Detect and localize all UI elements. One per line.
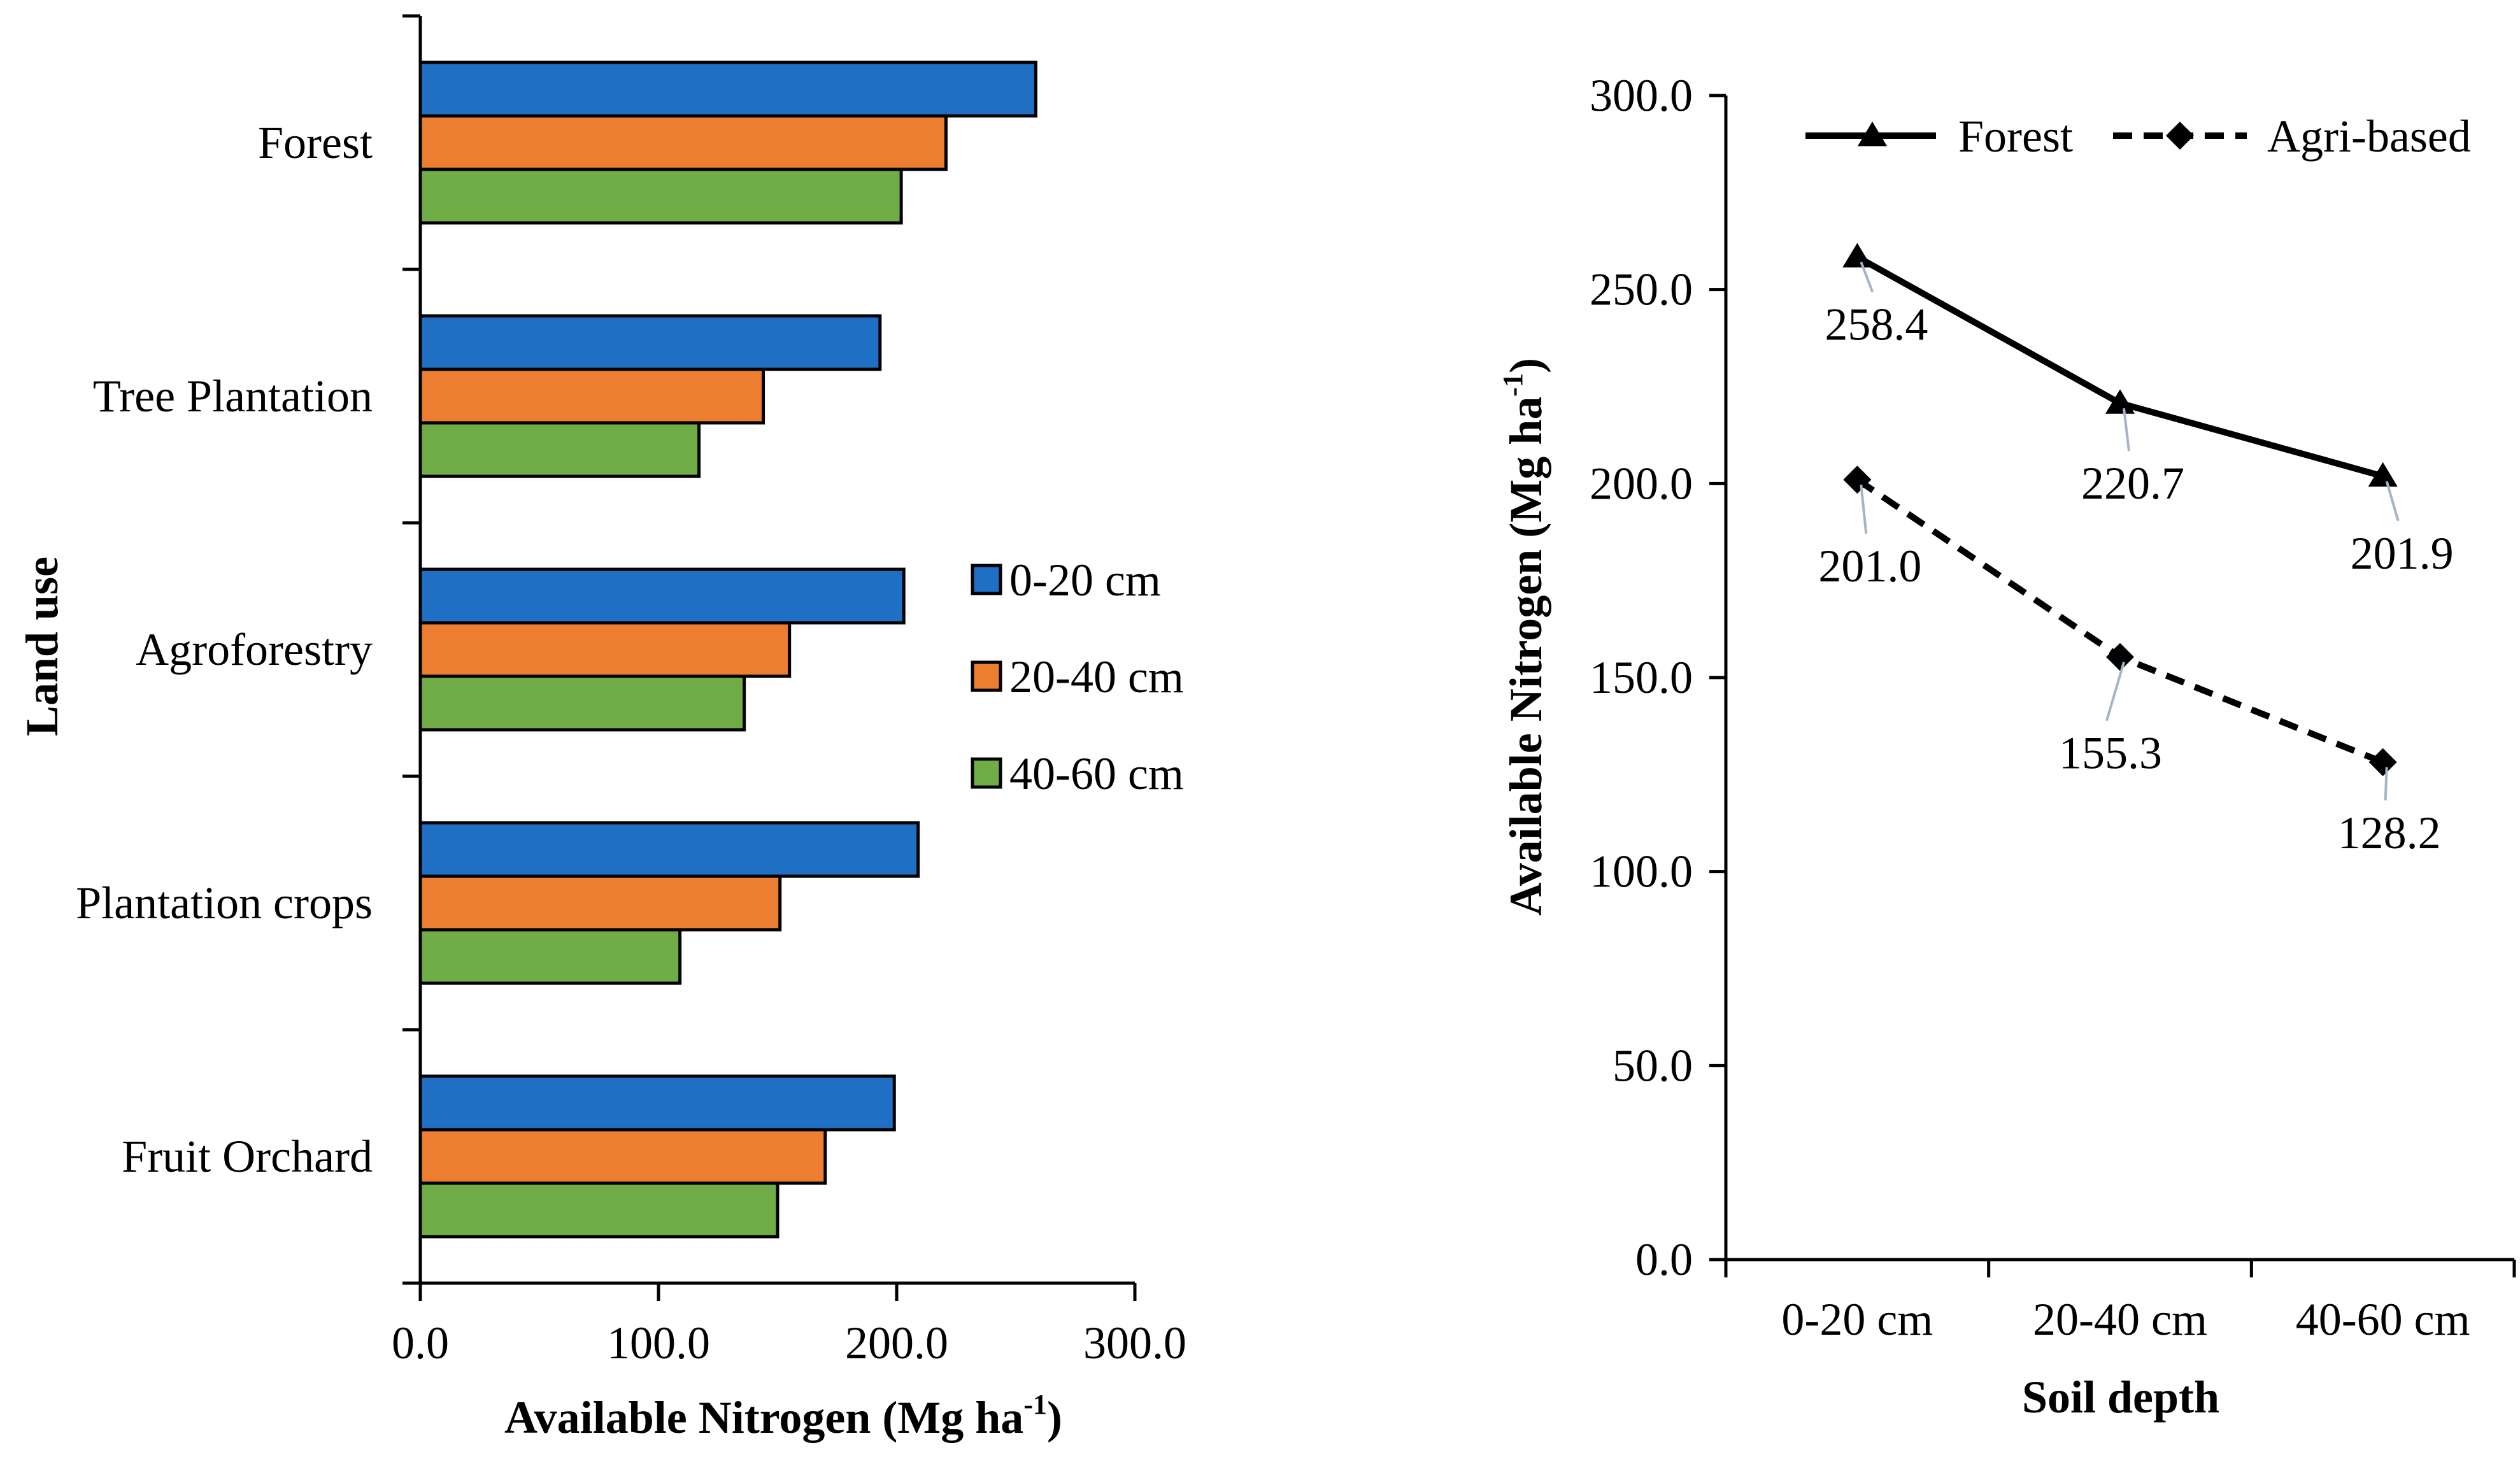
line-y-tick-label: 250.0 [1590,264,1693,315]
bar-legend-label: 40-60 cm [1009,748,1184,799]
bar-5-2 [418,1128,827,1185]
bar-x-axis-title: Available Nitrogen (Mg ha-1) [504,1389,1062,1443]
bar-chart: Forest Tree Plantation Agroforestry Plantat… [17,14,1186,1443]
line-legend-agri-marker [2166,122,2194,150]
bar-x-tick-label: 200.0 [845,1318,948,1368]
bar-x-tick-label: 300.0 [1083,1318,1186,1368]
line-y-tick-labels: 0.0 50.0 100.0 150.0 200.0 250.0 300.0 [1590,70,1693,1285]
bar-5-3 [418,1181,779,1239]
bar-3-2 [418,621,792,678]
line-chart: 0.0 50.0 100.0 150.0 200.0 250.0 300.0 0-20 cm… [1497,70,2516,1423]
bar-category-label: Tree Plantation [93,371,373,422]
bar-legend-swatch [971,757,1002,789]
line-label-leader [1860,485,1868,534]
bar-rects [418,60,1037,1239]
line-data-label: 201.9 [2351,528,2454,579]
bar-category-label: Plantation crops [76,878,373,928]
line-data-label: 258.4 [1825,299,1928,350]
bar-2-2 [418,367,765,425]
line-marker-2-2 [2106,643,2134,671]
line-label-leader [1860,261,1874,293]
bar-category-label: Forest [258,117,373,168]
bar-2-1 [418,314,882,371]
line-legend: Forest Agri-based [1805,111,2471,162]
line-data-label: 128.2 [2338,807,2441,858]
bar-category-label: Fruit Orchard [122,1131,373,1182]
line-label-leader [2105,662,2125,721]
bar-x-tick-label: 100.0 [607,1318,710,1368]
bar-5-1 [418,1074,896,1132]
line-marker-2-1 [1843,466,1872,494]
line-y-tick-label: 100.0 [1590,846,1693,897]
bar-legend-swatch [971,660,1002,692]
line-y-tick-label: 50.0 [1612,1040,1693,1091]
bar-x-tick-labels: 0.0 100.0 200.0 300.0 [392,1318,1186,1368]
bar-3-3 [418,674,746,732]
line-legend-forest-marker [1857,122,1888,146]
line-series-forest [1855,254,2384,480]
bar-legend-swatch [971,564,1002,595]
line-data-labels: 258.4 220.7 201.9 201.0 155.3 128.2 [1818,261,2454,858]
line-series-group [1842,243,2398,776]
line-y-tick-label: 300.0 [1590,70,1693,121]
bar-y-ticks [402,14,420,1285]
bar-1-3 [418,167,903,225]
line-marker-1-1 [1842,243,1872,267]
bar-3-1 [418,567,906,625]
bar-4-1 [418,821,920,878]
bar-x-ticks [418,1283,1137,1301]
bar-4-3 [418,928,682,985]
line-data-label: 155.3 [2059,728,2162,779]
line-label-leader [2385,481,2400,522]
line-y-axis-title: Available Nitrogen (Mg ha-1) [1497,358,1551,916]
line-y-tick-label: 0.0 [1635,1234,1693,1285]
bar-legend-label: 20-40 cm [1009,651,1184,702]
line-marker-1-2 [2105,389,2135,414]
line-y-ticks [1709,94,1726,1262]
bar-2-3 [418,421,701,478]
line-data-label: 201.0 [1818,541,1921,592]
bar-legend: 0-20 cm 20-40 cm 40-60 cm [971,555,1184,799]
bar-legend-label: 0-20 cm [1009,555,1161,606]
line-legend-forest-label: Forest [1958,111,2073,162]
bar-x-tick-label: 0.0 [392,1318,449,1368]
line-legend-agri-label: Agri-based [2267,111,2471,162]
line-y-tick-label: 200.0 [1590,458,1693,509]
bar-1-1 [418,60,1037,118]
line-x-tick-label: 40-60 cm [2296,1294,2470,1345]
line-x-ticks [1724,1260,2516,1277]
line-marker-2-3 [2368,748,2397,776]
bar-y-axis-title: Land use [17,557,68,736]
line-x-tick-label: 0-20 cm [1781,1294,1933,1345]
line-data-label: 220.7 [2081,458,2184,509]
bar-4-2 [418,874,782,932]
line-x-axis-title: Soil depth [2022,1372,2219,1423]
line-marker-1-3 [2368,462,2398,487]
line-label-leader [2384,767,2388,800]
line-label-leader [2123,408,2130,451]
line-y-tick-label: 150.0 [1590,652,1693,703]
bar-1-2 [418,114,948,171]
line-x-tick-labels: 0-20 cm 20-40 cm 40-60 cm [1781,1294,2470,1345]
bar-category-labels: Forest Tree Plantation Agroforestry Plantat… [76,117,373,1182]
bar-category-label: Agroforestry [136,624,373,675]
line-x-tick-label: 20-40 cm [2033,1294,2207,1345]
line-series-agri-based [1855,477,2384,765]
